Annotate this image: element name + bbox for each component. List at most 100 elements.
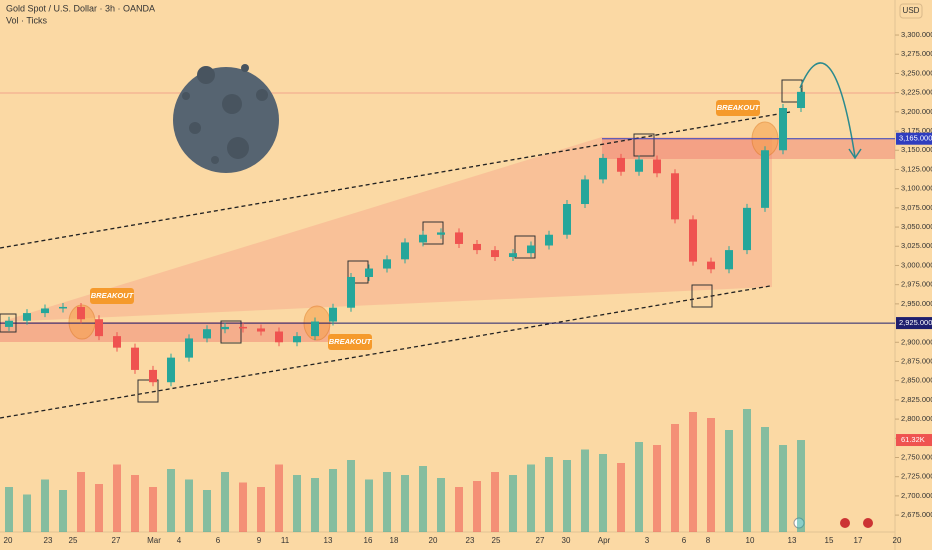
volume-bar (131, 475, 139, 532)
candle-body (221, 326, 229, 330)
volume-bar (347, 460, 355, 532)
candle-body (293, 336, 301, 343)
y-tick-label: 2,800.000 (901, 414, 932, 423)
x-tick-label: 16 (364, 536, 373, 545)
x-tick-label: 11 (281, 536, 290, 545)
volume-bar (419, 466, 427, 532)
volume-bar (599, 454, 607, 532)
volume-bar (365, 479, 373, 532)
candle-body (509, 253, 517, 258)
candle-body (257, 328, 265, 332)
channel-fill (0, 137, 772, 322)
x-tick-label: 13 (324, 536, 333, 545)
x-tick-label: 27 (112, 536, 121, 545)
volume-bar (491, 472, 499, 532)
channel-line (0, 285, 771, 419)
y-tick-label: 3,075.000 (901, 203, 932, 212)
volume-bar (401, 475, 409, 532)
volume-bar (221, 472, 229, 532)
candle-body (437, 232, 445, 235)
currency-button[interactable] (899, 3, 923, 19)
currency-label: USD (903, 6, 920, 15)
candle-body (455, 232, 463, 244)
volume-bar (653, 445, 661, 532)
candle-body (185, 338, 193, 358)
breakout-label: BREAKOUT (717, 103, 761, 112)
x-tick-label: 4 (177, 536, 182, 545)
y-tick-label: 2,750.000 (901, 452, 932, 461)
candle-body (797, 91, 805, 108)
price-label-box (896, 132, 932, 145)
candle-body (149, 369, 157, 383)
volume-bar (167, 469, 175, 532)
y-tick-label: 3,150.000 (901, 145, 932, 154)
volume-bar (563, 460, 571, 532)
price-label: 3,165.000 (899, 134, 932, 143)
x-tick-label: 6 (216, 536, 221, 545)
candle-body (239, 326, 247, 329)
x-tick-label: 15 (825, 536, 834, 545)
candle-body (761, 150, 769, 208)
volume-bar (617, 463, 625, 532)
candle-body (203, 329, 211, 339)
channel-line (0, 111, 791, 249)
x-tick-label: 6 (682, 536, 687, 545)
candle-body (131, 347, 139, 370)
volume-bar (203, 490, 211, 532)
x-tick-label: 27 (536, 536, 545, 545)
volume-bar (761, 427, 769, 532)
candle-body (77, 306, 85, 320)
volume-bar (59, 490, 67, 532)
x-tick-label: 20 (4, 536, 13, 545)
candle-body (167, 357, 175, 383)
y-tick-label: 3,000.000 (901, 260, 932, 269)
y-tick-label: 2,975.000 (901, 280, 932, 289)
volume-bar (545, 457, 553, 532)
y-tick-label: 3,225.000 (901, 88, 932, 97)
x-tick-label: 23 (466, 536, 475, 545)
projection-arrow-head (848, 148, 862, 160)
candle-body (95, 319, 103, 337)
candle-body (347, 276, 355, 308)
x-tick-label: 25 (69, 536, 78, 545)
candle-body (311, 321, 319, 337)
candle-body (401, 242, 409, 260)
candle-body (707, 261, 715, 270)
x-tick-label: 25 (492, 536, 501, 545)
candle-body (743, 207, 751, 251)
candle-body (59, 306, 67, 309)
y-tick-label: 3,200.000 (901, 107, 932, 116)
breakout-badge (716, 100, 760, 116)
candle-body (581, 179, 589, 205)
x-tick-label: Apr (598, 536, 611, 545)
volume-bar (743, 409, 751, 532)
x-tick-label: 3 (645, 536, 650, 545)
volume-bar (383, 472, 391, 532)
volume-bar (437, 478, 445, 532)
candle-body (113, 336, 121, 348)
y-tick-label: 2,850.000 (901, 376, 932, 385)
x-tick-label: 20 (429, 536, 438, 545)
candle-body (329, 307, 337, 322)
volume-bar (797, 440, 805, 532)
volume-bar (5, 487, 13, 532)
y-tick-label: 3,050.000 (901, 222, 932, 231)
candle-body (473, 243, 481, 251)
breakout-badge (90, 288, 134, 304)
volume-bar (779, 445, 787, 532)
x-tick-label: 10 (746, 536, 755, 545)
volume-bar (95, 484, 103, 532)
y-tick-label: 2,825.000 (901, 395, 932, 404)
volume-bar (311, 478, 319, 532)
y-tick-label: 2,950.000 (901, 299, 932, 308)
volume-bar (149, 487, 157, 532)
volume-title: Vol · Ticks (6, 15, 48, 25)
x-tick-label: 13 (788, 536, 797, 545)
breakout-label: BREAKOUT (91, 291, 135, 300)
volume-bar (509, 475, 517, 532)
volume-bar (689, 412, 697, 532)
y-tick-label: 3,100.000 (901, 184, 932, 193)
